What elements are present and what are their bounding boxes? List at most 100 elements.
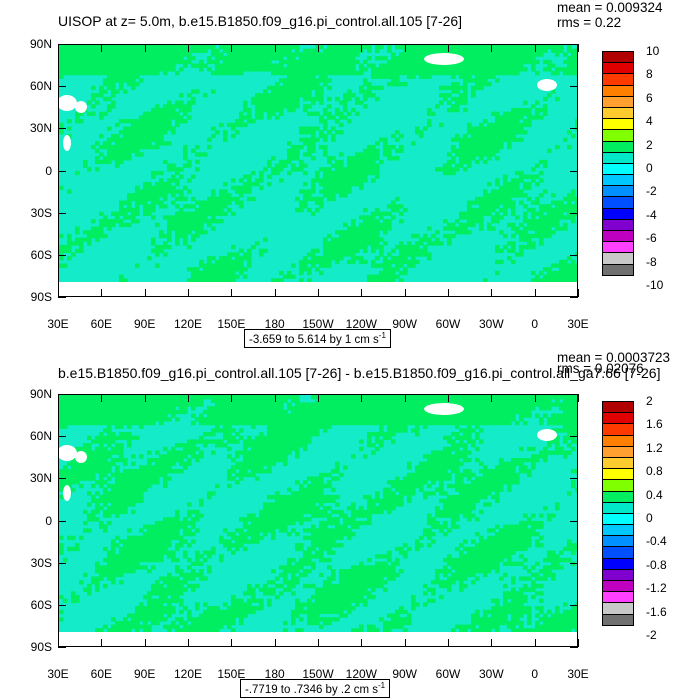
field-cell <box>475 48 480 53</box>
field-cell <box>379 395 384 400</box>
field-cell <box>239 119 244 124</box>
field-cell <box>59 480 64 485</box>
field-cell <box>71 457 76 463</box>
field-cell <box>487 56 492 61</box>
field-cell <box>555 207 560 213</box>
field-cell <box>139 395 144 400</box>
field-cell <box>555 67 560 72</box>
field-cell <box>147 126 152 131</box>
field-cell <box>451 89 456 94</box>
field-cell <box>107 443 112 448</box>
field-cell <box>143 141 148 146</box>
field-cell <box>455 472 460 478</box>
field-cell <box>351 159 356 165</box>
field-cell <box>131 130 136 135</box>
field-cell <box>219 52 224 57</box>
field-cell <box>239 70 244 76</box>
field-cell <box>491 402 496 407</box>
field-cell <box>527 115 532 120</box>
field-cell <box>235 56 240 61</box>
field-cell <box>91 45 96 50</box>
field-cell <box>519 446 524 452</box>
field-cell <box>139 52 144 57</box>
field-cell <box>523 130 528 135</box>
field-cell <box>87 413 92 418</box>
field-cell <box>363 159 368 165</box>
field-cell <box>143 193 148 198</box>
field-cell <box>387 398 392 403</box>
field-cell <box>159 230 164 235</box>
field-cell <box>383 406 388 411</box>
field-cell <box>255 443 260 448</box>
field-cell <box>203 278 208 283</box>
field-cell <box>311 409 316 415</box>
field-cell <box>311 196 316 202</box>
field-cell <box>399 402 404 407</box>
field-cell <box>323 67 328 72</box>
field-cell <box>443 395 448 400</box>
field-cell <box>123 417 128 422</box>
field-cell <box>331 174 336 179</box>
field-cell <box>211 48 216 53</box>
field-cell <box>247 67 252 72</box>
field-cell <box>367 144 372 150</box>
field-cell <box>147 56 152 61</box>
field-cell <box>343 222 348 228</box>
field-cell <box>91 233 96 239</box>
field-cell <box>139 469 144 474</box>
field-cell <box>383 398 388 403</box>
field-cell <box>107 159 112 165</box>
field-cell <box>99 439 104 444</box>
field-cell <box>543 204 548 209</box>
field-cell <box>271 156 276 161</box>
field-cell <box>59 409 64 415</box>
field-cell <box>431 465 436 470</box>
field-cell <box>483 133 488 139</box>
field-cell <box>187 215 192 220</box>
field-cell <box>343 45 348 50</box>
field-cell <box>215 424 220 429</box>
field-cell <box>463 446 468 452</box>
field-cell <box>475 420 480 426</box>
field-cell <box>147 182 152 187</box>
field-cell <box>199 263 204 268</box>
field-cell <box>411 63 416 68</box>
field-cell <box>359 159 364 165</box>
field-cell <box>267 409 272 415</box>
field-cell <box>271 402 276 407</box>
field-cell <box>503 476 508 481</box>
field-cell <box>147 133 152 139</box>
field-cell <box>471 59 476 65</box>
field-cell <box>423 413 428 418</box>
field-cell <box>247 196 252 202</box>
field-cell <box>83 476 88 481</box>
field-cell <box>91 402 96 407</box>
field-cell <box>323 174 328 179</box>
field-cell <box>307 82 312 87</box>
field-cell <box>391 207 396 213</box>
field-cell <box>543 159 548 165</box>
field-cell <box>131 461 136 466</box>
field-cell <box>431 457 436 463</box>
field-cell <box>87 63 92 68</box>
field-cell <box>403 267 408 272</box>
field-cell <box>227 435 232 441</box>
field-cell <box>235 130 240 135</box>
field-cell <box>383 148 388 153</box>
field-cell <box>375 406 380 411</box>
field-cell <box>339 178 344 183</box>
field-cell <box>511 226 516 231</box>
field-cell <box>59 406 64 411</box>
field-cell <box>303 267 308 272</box>
field-cell <box>475 207 480 213</box>
field-cell <box>555 204 560 209</box>
field-cell <box>415 248 420 253</box>
field-cell <box>315 170 320 176</box>
field-cell <box>359 163 364 168</box>
field-cell <box>247 174 252 179</box>
field-cell <box>507 189 512 194</box>
field-cell <box>307 148 312 153</box>
field-cell <box>243 398 248 403</box>
field-cell <box>483 402 488 407</box>
field-cell <box>495 402 500 407</box>
